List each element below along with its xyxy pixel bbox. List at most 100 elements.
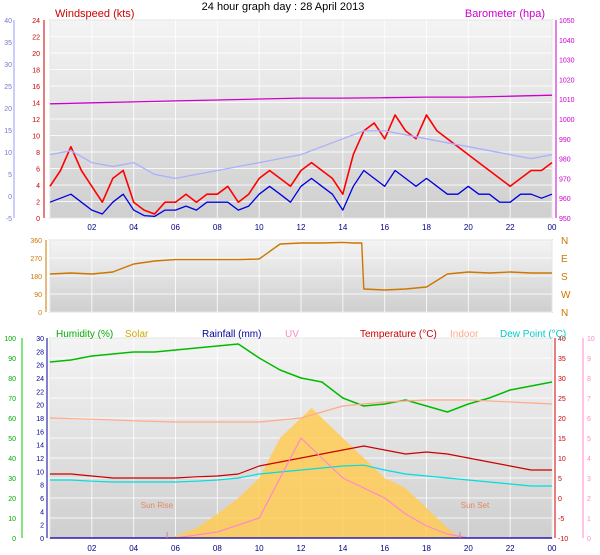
rainfall-tick-label: 30 bbox=[36, 336, 44, 343]
uv-tick-label: 3 bbox=[587, 476, 591, 483]
legend-label: Humidity (%) bbox=[56, 329, 113, 340]
rainfall-tick-label: 28 bbox=[36, 349, 44, 356]
climate-x-tick-label: 12 bbox=[297, 544, 306, 553]
rainfall-tick-label: 24 bbox=[36, 376, 44, 383]
rainfall-tick-label: 10 bbox=[36, 469, 44, 476]
wind-x-tick-label: 20 bbox=[464, 223, 473, 232]
wind-x-tick-label: 14 bbox=[338, 223, 347, 232]
windspeed-tick-label: 14 bbox=[32, 101, 40, 108]
direction-tick-label: 180 bbox=[30, 274, 42, 281]
barometer-tick-label: 1000 bbox=[559, 117, 575, 124]
climate-x-tick-label: 06 bbox=[171, 544, 180, 553]
compass-tick-label: E bbox=[561, 254, 568, 265]
windspeed-tick-label: 10 bbox=[32, 134, 40, 141]
rainfall-tick-label: 22 bbox=[36, 389, 44, 396]
windspeed-tick-label: 4 bbox=[36, 183, 40, 190]
wind-x-tick-label: 04 bbox=[129, 223, 138, 232]
barometer-tick-label: 1050 bbox=[559, 18, 575, 25]
barometer-tick-label: 1010 bbox=[559, 97, 575, 104]
temperature-tick-label: 5 bbox=[558, 476, 562, 483]
windspeed-axis-title: Windspeed (kts) bbox=[55, 8, 134, 20]
rainfall-tick-label: 26 bbox=[36, 363, 44, 370]
windspeed-tick-label: 6 bbox=[36, 167, 40, 174]
windspeed-tick-label: 0 bbox=[36, 216, 40, 223]
climate-series-line bbox=[50, 464, 552, 487]
windspeed-tick-label: 20 bbox=[32, 51, 40, 58]
climate-x-tick-label: 18 bbox=[422, 544, 431, 553]
humidity-tick-label: 100 bbox=[4, 336, 16, 343]
temperature-tick-label: -5 bbox=[558, 516, 564, 523]
windspeed-tick-label: 16 bbox=[32, 84, 40, 91]
windspeed-tick-label: 2 bbox=[36, 200, 40, 207]
direction-tick-label: 360 bbox=[30, 238, 42, 245]
humidity-tick-label: 10 bbox=[8, 516, 16, 523]
wind-x-tick-label: 16 bbox=[380, 223, 389, 232]
wind-series-line bbox=[49, 94, 553, 105]
wind-x-tick-label: 22 bbox=[506, 223, 515, 232]
climate-series-line bbox=[49, 343, 553, 413]
rainfall-tick-label: 14 bbox=[36, 443, 44, 450]
barometer-tick-label: 1030 bbox=[559, 58, 575, 65]
rainfall-tick-label: 16 bbox=[36, 429, 44, 436]
uv-tick-label: 5 bbox=[587, 436, 591, 443]
humidity-tick-label: 40 bbox=[8, 456, 16, 463]
temperature-tick-label: 40 bbox=[558, 336, 566, 343]
humidity-tick-label: 60 bbox=[8, 416, 16, 423]
legend-label: Solar bbox=[125, 329, 149, 340]
barometer-tick-label: 970 bbox=[559, 176, 571, 183]
wind-series-line bbox=[49, 130, 553, 180]
legend-label: Rainfall (mm) bbox=[202, 329, 261, 340]
rainfall-tick-label: 6 bbox=[40, 496, 44, 503]
graph-title: 24 hour graph day : 28 April 2013 bbox=[202, 1, 365, 13]
climate-x-tick-label: 22 bbox=[506, 544, 515, 553]
temperature-tick-label: 30 bbox=[558, 376, 566, 383]
temperature-tick-label: 15 bbox=[558, 436, 566, 443]
wind-x-tick-label: 08 bbox=[213, 223, 222, 232]
temperature-tick-label: 25 bbox=[558, 396, 566, 403]
uv-tick-label: 0 bbox=[587, 536, 591, 543]
compass-tick-label: W bbox=[561, 290, 571, 301]
rainfall-tick-label: 8 bbox=[40, 483, 44, 490]
barometer-tick-label: 950 bbox=[559, 216, 571, 223]
windspeed-tick-label: 22 bbox=[32, 35, 40, 42]
climate-x-tick-label: 14 bbox=[338, 544, 347, 553]
outer-left-tick-label: 30 bbox=[4, 62, 12, 69]
legend-label: Dew Point (°C) bbox=[500, 329, 566, 340]
barometer-tick-label: 960 bbox=[559, 196, 571, 203]
outer-left-tick-label: 5 bbox=[8, 172, 12, 179]
outer-left-tick-label: 20 bbox=[4, 106, 12, 113]
direction-tick-label: 270 bbox=[30, 256, 42, 263]
wind-series-line bbox=[49, 169, 553, 218]
humidity-tick-label: 90 bbox=[8, 356, 16, 363]
wind-x-tick-label: 02 bbox=[87, 223, 96, 232]
temperature-tick-label: -10 bbox=[558, 536, 568, 543]
legend-label: Temperature (°C) bbox=[360, 329, 437, 340]
uv-tick-label: 10 bbox=[587, 336, 595, 343]
climate-x-tick-label: 20 bbox=[464, 544, 473, 553]
humidity-tick-label: 30 bbox=[8, 476, 16, 483]
solar-area bbox=[50, 408, 552, 538]
wind-x-tick-label: 18 bbox=[422, 223, 431, 232]
humidity-tick-label: 80 bbox=[8, 376, 16, 383]
outer-left-tick-label: 25 bbox=[4, 84, 12, 91]
humidity-tick-label: 50 bbox=[8, 436, 16, 443]
outer-left-tick-label: 35 bbox=[4, 40, 12, 47]
uv-tick-label: 9 bbox=[587, 356, 591, 363]
humidity-tick-label: 20 bbox=[8, 496, 16, 503]
legend-label: Indoor bbox=[450, 329, 479, 340]
temperature-tick-label: 10 bbox=[558, 456, 566, 463]
compass-tick-label: S bbox=[561, 272, 568, 283]
wind-x-tick-label: 10 bbox=[255, 223, 264, 232]
rainfall-tick-label: 4 bbox=[40, 509, 44, 516]
temperature-tick-label: 35 bbox=[558, 356, 566, 363]
barometer-tick-label: 990 bbox=[559, 137, 571, 144]
uv-tick-label: 7 bbox=[587, 396, 591, 403]
rainfall-tick-label: 18 bbox=[36, 416, 44, 423]
wind-x-tick-label: 06 bbox=[171, 223, 180, 232]
barometer-tick-label: 980 bbox=[559, 157, 571, 164]
outer-left-tick-label: 10 bbox=[4, 150, 12, 157]
rainfall-tick-label: 0 bbox=[40, 536, 44, 543]
direction-tick-label: 0 bbox=[38, 310, 42, 317]
rainfall-tick-label: 20 bbox=[36, 403, 44, 410]
